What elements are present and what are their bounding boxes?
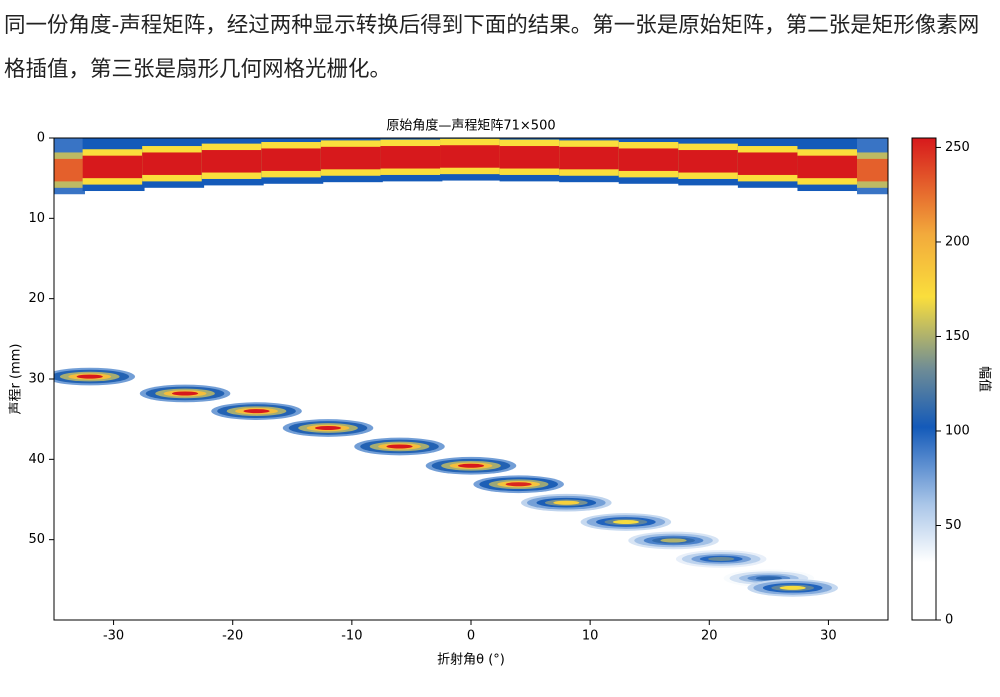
colorbar-label: 幅值	[977, 366, 993, 392]
x-tick-label: -10	[341, 629, 362, 644]
surface-echo	[559, 146, 622, 170]
colorbar-tick-label: 50	[945, 518, 962, 533]
surface-echo	[142, 152, 205, 175]
echo	[314, 425, 342, 431]
y-axis-label: 声程r (mm)	[9, 344, 24, 415]
surface-echo	[499, 146, 562, 169]
echo	[171, 391, 199, 396]
surface-echo	[797, 155, 860, 179]
colorbar-tick-label: 100	[945, 423, 970, 438]
plot-frame	[53, 137, 889, 621]
colorbar-tick-label: 200	[945, 234, 970, 249]
surface-echo	[678, 150, 741, 173]
x-tick-label: -30	[103, 629, 124, 644]
surface-echo	[380, 146, 443, 169]
x-tick-label: -20	[222, 629, 243, 644]
surface-echo	[440, 145, 502, 168]
y-tick-label: 40	[28, 452, 45, 467]
surface-echo	[261, 148, 324, 171]
x-tick-label: 30	[820, 629, 837, 644]
echo	[76, 374, 103, 379]
x-axis-label: 折射角θ (°)	[437, 652, 505, 668]
echo	[553, 500, 580, 505]
x-tick-label: 10	[582, 629, 599, 644]
y-tick-label: 0	[37, 131, 45, 146]
echo	[457, 463, 485, 468]
colorbar	[911, 137, 937, 621]
x-tick-label: 20	[701, 629, 718, 644]
colorbar-tick-label: 250	[945, 140, 970, 155]
surface-echo	[737, 152, 800, 175]
surface-echo	[82, 155, 145, 179]
echo	[708, 556, 735, 561]
echo	[660, 538, 687, 543]
surface-echo	[857, 158, 888, 182]
y-tick-label: 30	[28, 372, 45, 387]
paragraph: 同一份角度-声程矩阵，经过两种显示转换后得到下面的结果。第一张是原始矩阵，第二张…	[4, 13, 980, 82]
chart-title: 原始角度—声程矩阵71×500	[386, 118, 555, 134]
surface-echo	[201, 150, 264, 173]
echo	[755, 576, 782, 581]
surface-echo	[320, 146, 383, 170]
y-tick-label: 50	[28, 532, 45, 547]
echo	[386, 444, 413, 449]
echo	[505, 482, 532, 487]
colorbar-tick-label: 150	[945, 329, 970, 344]
surface-echo	[618, 148, 681, 171]
y-tick-label: 20	[28, 291, 45, 306]
y-tick-label: 10	[28, 211, 45, 226]
echo	[612, 519, 639, 525]
colorbar-tick-label: 0	[945, 613, 953, 628]
echo	[779, 585, 806, 590]
surface-echo	[54, 158, 85, 182]
x-tick-label: 0	[467, 629, 475, 644]
echo	[243, 409, 270, 414]
